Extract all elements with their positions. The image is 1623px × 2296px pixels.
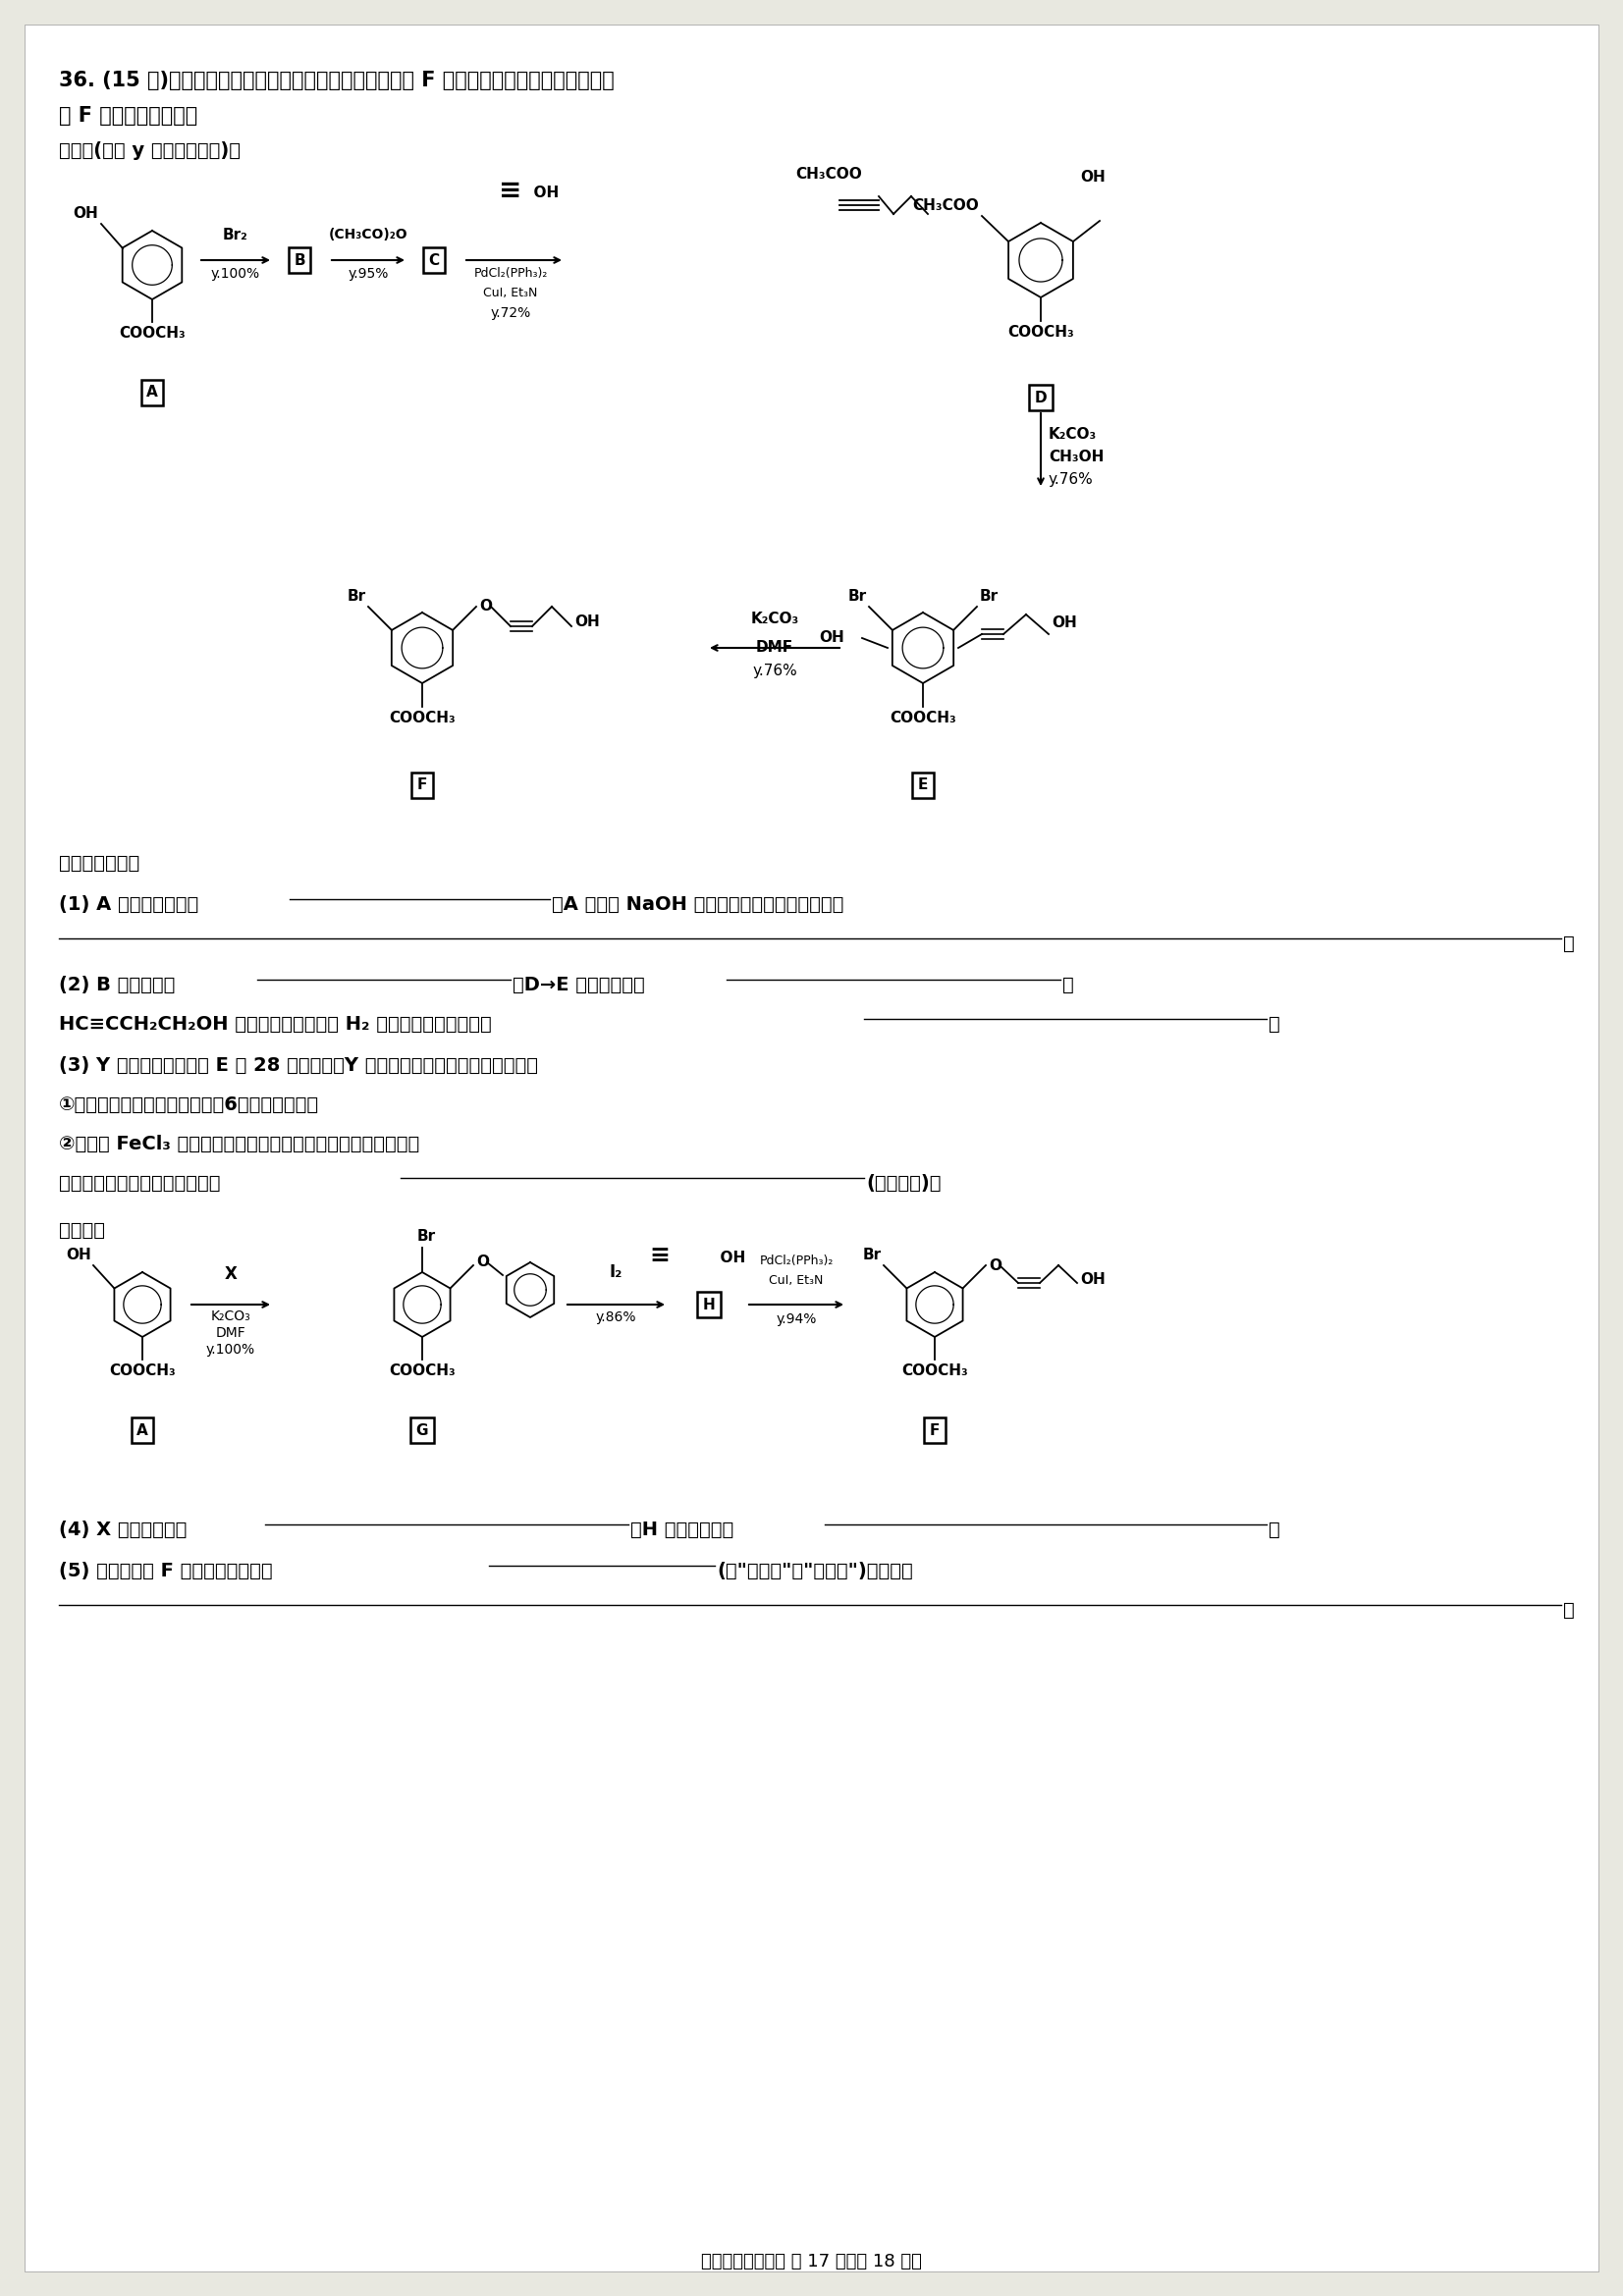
Text: Br: Br xyxy=(347,590,367,604)
Text: ，: ， xyxy=(1063,976,1074,994)
Text: CH₃OH: CH₃OH xyxy=(1048,450,1104,464)
Text: 是 F 的两种合成路线：: 是 F 的两种合成路线： xyxy=(58,106,198,126)
Text: ，A 与足量 NaOH 溶液反应的化学反应方程式是: ，A 与足量 NaOH 溶液反应的化学反应方程式是 xyxy=(552,895,844,914)
Text: Br: Br xyxy=(863,1247,881,1263)
Text: Br₂: Br₂ xyxy=(222,227,248,243)
Text: 理科综合能力测试 第 17 页（共 18 页）: 理科综合能力测试 第 17 页（共 18 页） xyxy=(701,2252,922,2271)
Text: y.100%: y.100% xyxy=(206,1343,255,1357)
Text: G: G xyxy=(415,1424,428,1437)
Text: (1) A 中官能团名称是: (1) A 中官能团名称是 xyxy=(58,895,198,914)
Text: OH: OH xyxy=(67,1247,91,1263)
Text: D: D xyxy=(1034,390,1047,404)
Text: 。: 。 xyxy=(1563,934,1574,953)
Text: COOCH₃: COOCH₃ xyxy=(390,712,456,726)
Text: y.76%: y.76% xyxy=(1048,473,1094,487)
Text: 。: 。 xyxy=(1269,1520,1281,1538)
Text: O: O xyxy=(988,1258,1001,1272)
Text: ②不能与 FeCl₃ 发生显色反应，但水解产物之一能发生此反应；: ②不能与 FeCl₃ 发生显色反应，但水解产物之一能发生此反应； xyxy=(58,1134,419,1153)
Text: y.100%: y.100% xyxy=(211,266,260,280)
Text: ①属于芳香族化合物，分子中有6个碳原子共线；: ①属于芳香族化合物，分子中有6个碳原子共线； xyxy=(58,1095,320,1114)
Text: F: F xyxy=(417,778,427,792)
Text: OH: OH xyxy=(1079,170,1105,184)
Text: DMF: DMF xyxy=(756,641,794,654)
Text: CuI, Et₃N: CuI, Et₃N xyxy=(769,1274,823,1286)
Text: y.86%: y.86% xyxy=(596,1311,636,1325)
Text: E: E xyxy=(919,778,928,792)
Text: B: B xyxy=(294,253,305,269)
Text: 36. (15 分)盐酸奥洛他定是一类高效抗过敏药物，化合物 F 是合成该类药物的中间体。以下: 36. (15 分)盐酸奥洛他定是一类高效抗过敏药物，化合物 F 是合成该类药物… xyxy=(58,71,615,90)
Text: OH: OH xyxy=(73,207,97,220)
Text: A: A xyxy=(146,386,157,400)
Text: HC≡CCH₂CH₂OH 在一定条件下与足量 H₂ 反应所得产物的名称为: HC≡CCH₂CH₂OH 在一定条件下与足量 H₂ 反应所得产物的名称为 xyxy=(58,1015,492,1033)
Text: DMF: DMF xyxy=(216,1327,245,1341)
Text: K₂CO₃: K₂CO₃ xyxy=(1048,427,1097,441)
Text: y.95%: y.95% xyxy=(347,266,388,280)
Text: F: F xyxy=(930,1424,940,1437)
Text: COOCH₃: COOCH₃ xyxy=(390,1364,456,1378)
Text: ，H 的结构简式为: ，H 的结构简式为 xyxy=(630,1520,734,1538)
Text: y.72%: y.72% xyxy=(490,305,531,319)
Text: (2) B 的分子式是: (2) B 的分子式是 xyxy=(58,976,175,994)
Text: K₂CO₃: K₂CO₃ xyxy=(750,611,799,627)
Text: OH: OH xyxy=(1079,1272,1105,1286)
Text: CH₃COO: CH₃COO xyxy=(795,168,862,181)
Text: (3) Y 为相对分子质量比 E 少 28 的同系物，Y 的一种同分异构体满足下列条件：: (3) Y 为相对分子质量比 E 少 28 的同系物，Y 的一种同分异构体满足下… xyxy=(58,1056,539,1075)
Text: 。: 。 xyxy=(1269,1015,1281,1033)
Text: K₂CO₃: K₂CO₃ xyxy=(211,1309,250,1322)
Text: (填"路线一"或"路线二")。原因是: (填"路线一"或"路线二")。原因是 xyxy=(717,1561,912,1580)
Text: COOCH₃: COOCH₃ xyxy=(901,1364,967,1378)
Text: O: O xyxy=(479,599,492,613)
Text: Br: Br xyxy=(980,590,998,604)
Text: (任写一种)。: (任写一种)。 xyxy=(867,1173,941,1192)
Text: C: C xyxy=(428,253,440,269)
Text: ，D→E 的反应类型为: ，D→E 的反应类型为 xyxy=(513,976,644,994)
Text: H: H xyxy=(703,1297,716,1311)
Text: COOCH₃: COOCH₃ xyxy=(889,712,956,726)
Text: (5) 合成化合物 F 最好选用哪种路线: (5) 合成化合物 F 最好选用哪种路线 xyxy=(58,1561,273,1580)
Text: CH₃COO: CH₃COO xyxy=(912,197,979,214)
Text: PdCl₂(PPh₃)₂: PdCl₂(PPh₃)₂ xyxy=(474,266,547,280)
Text: 写出该同分异构体的结构简式：: 写出该同分异构体的结构简式： xyxy=(58,1173,221,1192)
Text: y.94%: y.94% xyxy=(776,1313,816,1327)
Text: OH: OH xyxy=(1052,615,1076,629)
Text: X: X xyxy=(224,1265,237,1283)
Text: PdCl₂(PPh₃)₂: PdCl₂(PPh₃)₂ xyxy=(760,1254,833,1267)
Text: ≡: ≡ xyxy=(500,177,523,204)
Text: OH: OH xyxy=(463,186,560,200)
Text: Br: Br xyxy=(849,590,867,604)
Text: COOCH₃: COOCH₃ xyxy=(1008,326,1074,340)
Text: CuI, Et₃N: CuI, Et₃N xyxy=(484,287,537,298)
Text: (4) X 的结构简式为: (4) X 的结构简式为 xyxy=(58,1520,187,1538)
Text: OH: OH xyxy=(575,615,599,629)
Text: (CH₃CO)₂O: (CH₃CO)₂O xyxy=(328,227,407,241)
Text: I₂: I₂ xyxy=(609,1263,622,1281)
Text: Br: Br xyxy=(417,1228,435,1244)
Text: COOCH₃: COOCH₃ xyxy=(109,1364,175,1378)
Text: y.76%: y.76% xyxy=(751,664,797,677)
Text: 路线二：: 路线二： xyxy=(58,1221,105,1240)
Text: 。: 。 xyxy=(1563,1600,1574,1619)
Text: OH: OH xyxy=(690,1251,745,1265)
Text: A: A xyxy=(136,1424,148,1437)
Text: ≡: ≡ xyxy=(649,1244,670,1267)
Text: 回答下列问题：: 回答下列问题： xyxy=(58,854,140,872)
Text: COOCH₃: COOCH₃ xyxy=(118,326,185,340)
Text: O: O xyxy=(476,1256,489,1270)
Text: OH: OH xyxy=(820,631,844,645)
Text: 路线一(图中 y 表示每步产率)：: 路线一(图中 y 表示每步产率)： xyxy=(58,142,240,161)
